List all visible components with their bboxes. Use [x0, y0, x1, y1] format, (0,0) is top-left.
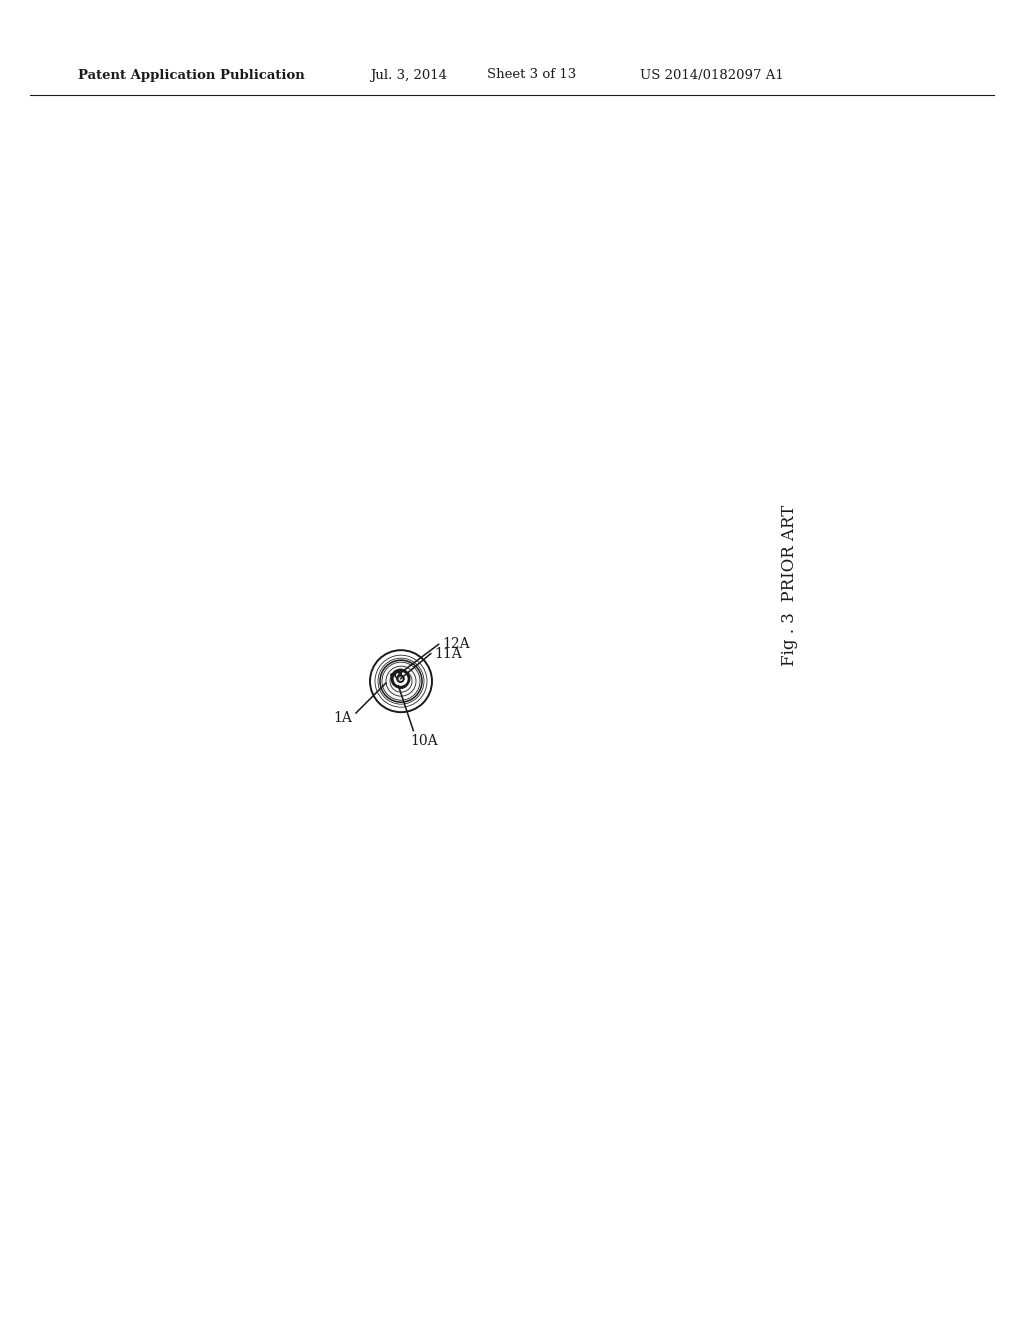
- Ellipse shape: [380, 660, 422, 702]
- Ellipse shape: [395, 672, 401, 677]
- Polygon shape: [395, 678, 396, 680]
- Ellipse shape: [394, 675, 408, 688]
- Polygon shape: [394, 675, 398, 677]
- Ellipse shape: [386, 665, 418, 697]
- Ellipse shape: [391, 673, 406, 676]
- Text: Sheet 3 of 13: Sheet 3 of 13: [487, 69, 577, 82]
- Ellipse shape: [391, 673, 397, 678]
- Polygon shape: [394, 675, 396, 680]
- Text: 12A: 12A: [442, 638, 470, 651]
- Text: Jul. 3, 2014: Jul. 3, 2014: [370, 69, 447, 82]
- Text: Patent Application Publication: Patent Application Publication: [78, 69, 305, 82]
- Polygon shape: [394, 678, 396, 680]
- Text: 10A: 10A: [411, 734, 438, 747]
- Polygon shape: [396, 677, 400, 680]
- Ellipse shape: [388, 676, 401, 677]
- Polygon shape: [396, 677, 400, 678]
- Ellipse shape: [396, 676, 408, 688]
- Polygon shape: [396, 675, 400, 678]
- Ellipse shape: [395, 672, 401, 678]
- Text: 11A: 11A: [435, 647, 463, 660]
- Ellipse shape: [391, 669, 410, 688]
- Polygon shape: [393, 678, 402, 682]
- Polygon shape: [395, 678, 402, 682]
- Text: US 2014/0182097 A1: US 2014/0182097 A1: [640, 69, 783, 82]
- Ellipse shape: [397, 676, 403, 682]
- Ellipse shape: [388, 675, 401, 677]
- Polygon shape: [394, 675, 398, 676]
- Polygon shape: [396, 672, 401, 676]
- Polygon shape: [393, 678, 396, 680]
- Text: Fig . 3  PRIOR ART: Fig . 3 PRIOR ART: [781, 504, 799, 665]
- Polygon shape: [398, 676, 400, 678]
- Ellipse shape: [370, 651, 432, 713]
- Ellipse shape: [392, 671, 409, 686]
- Polygon shape: [398, 677, 400, 680]
- Text: 1A: 1A: [333, 711, 352, 725]
- Ellipse shape: [397, 675, 403, 682]
- Ellipse shape: [378, 657, 426, 706]
- Ellipse shape: [391, 673, 397, 680]
- Polygon shape: [394, 677, 400, 678]
- Polygon shape: [394, 675, 400, 677]
- Ellipse shape: [391, 675, 406, 676]
- Polygon shape: [398, 678, 400, 681]
- Polygon shape: [393, 680, 400, 682]
